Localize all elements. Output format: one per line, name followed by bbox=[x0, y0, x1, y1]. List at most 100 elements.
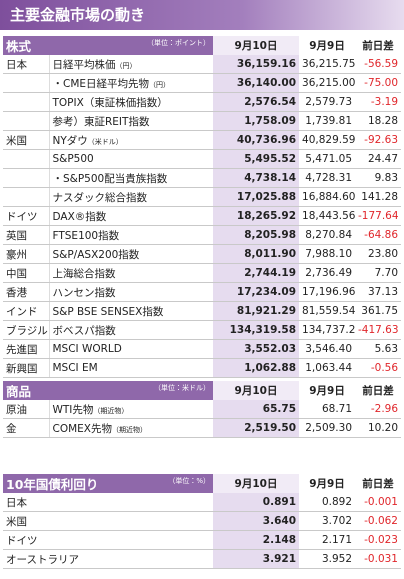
data-row: TOPIX（東証株価指数） 2,576.54 2,579.73 -3.19 bbox=[3, 92, 402, 112]
item-name: ボベスパ指数 bbox=[49, 320, 214, 340]
column-header: 9月9日 bbox=[299, 381, 356, 400]
value-cell: 16,884.60 bbox=[299, 187, 356, 207]
item-name-text: 参考）東証REIT指数 bbox=[52, 115, 150, 128]
item-name-text: MSCI WORLD bbox=[52, 343, 122, 355]
section-title: 商品 （単位：米ドル） bbox=[3, 381, 214, 400]
value-cell: 3,546.40 bbox=[299, 339, 356, 359]
value-cell: -92.63 bbox=[355, 130, 402, 150]
item-name: S&P BSE SENSEX指数 bbox=[49, 301, 214, 321]
data-row: 米国 NYダウ（米ドル） 40,736.96 40,829.59 -92.63 bbox=[3, 130, 402, 150]
column-header: 9月10日 bbox=[213, 36, 300, 55]
value-cell: 1,063.44 bbox=[299, 358, 356, 378]
value-cell: -177.64 bbox=[355, 206, 402, 226]
item-name-text: 上海総合指数 bbox=[52, 267, 116, 280]
item-name: S&P500 bbox=[49, 149, 214, 169]
item-name-text: FTSE100指数 bbox=[52, 229, 120, 242]
item-name: ハンセン指数 bbox=[49, 282, 214, 302]
section-header: 10年国債利回り （単位：%） 9月10日 9月9日 前日差 bbox=[3, 474, 401, 493]
data-row: 香港 ハンセン指数 17,234.09 17,196.96 37.13 bbox=[3, 282, 402, 302]
value-cell: 18,265.92 bbox=[213, 206, 300, 226]
value-cell: 36,159.16 bbox=[213, 55, 300, 74]
item-name: 日経平均株価（円） bbox=[49, 55, 214, 74]
value-cell: 2,576.54 bbox=[213, 92, 300, 112]
value-cell: 18,443.56 bbox=[299, 206, 356, 226]
value-cell: 36,140.00 bbox=[213, 73, 300, 93]
value-cell: 4,738.14 bbox=[213, 168, 300, 188]
item-name-text: S&P BSE SENSEX指数 bbox=[52, 305, 164, 318]
region bbox=[3, 111, 50, 131]
tables: 株式 （単位：ポイント） 9月10日 9月9日 前日差 日本 日経平均株価（円） 36,159… bbox=[0, 36, 404, 569]
value-cell: 9.83 bbox=[355, 168, 402, 188]
value-cell: 2,579.73 bbox=[299, 92, 356, 112]
region: 日本 bbox=[3, 493, 213, 512]
column-header: 前日差 bbox=[355, 474, 401, 493]
data-row: 日本 0.891 0.892 -0.001 bbox=[3, 493, 401, 512]
item-name-text: ハンセン指数 bbox=[52, 286, 116, 299]
region: 金 bbox=[3, 418, 50, 438]
section-unit: （単位：ポイント） bbox=[147, 39, 211, 47]
data-row: ・S&P500配当貴族指数 4,738.14 4,728.31 9.83 bbox=[3, 168, 402, 188]
item-name: FTSE100指数 bbox=[49, 225, 214, 245]
column-header: 9月9日 bbox=[299, 474, 355, 493]
item-name-text: DAX®指数 bbox=[52, 210, 107, 223]
value-cell: 361.75 bbox=[355, 301, 402, 321]
section-header: 商品 （単位：米ドル） 9月10日 9月9日 前日差 bbox=[3, 381, 402, 400]
region bbox=[3, 187, 50, 207]
value-cell: 3.921 bbox=[213, 549, 299, 569]
value-cell: 0.892 bbox=[299, 493, 355, 512]
item-name-text: ナスダック総合指数 bbox=[52, 191, 148, 204]
value-cell: -75.00 bbox=[355, 73, 402, 93]
item-name-text: S&P/ASX200指数 bbox=[52, 248, 140, 261]
value-cell: 65.75 bbox=[213, 400, 300, 419]
value-cell: 134,737.21 bbox=[299, 320, 356, 340]
value-cell: -0.001 bbox=[355, 493, 401, 512]
item-name-text: COMEX先物 bbox=[52, 422, 112, 435]
value-cell: 1,062.88 bbox=[213, 358, 300, 378]
region: オーストラリア bbox=[3, 549, 213, 569]
data-row: 日本 日経平均株価（円） 36,159.16 36,215.75 -56.59 bbox=[3, 55, 402, 74]
value-cell: 5,471.05 bbox=[299, 149, 356, 169]
item-name: WTI先物（期近物） bbox=[49, 400, 214, 419]
region: ブラジル bbox=[3, 320, 50, 340]
value-cell: 2.148 bbox=[213, 530, 299, 550]
region bbox=[3, 73, 50, 93]
data-row: ・CME日経平均先物（円） 36,140.00 36,215.00 -75.00 bbox=[3, 73, 402, 93]
region: 米国 bbox=[3, 130, 50, 150]
value-cell: 24.47 bbox=[355, 149, 402, 169]
item-note: （円） bbox=[149, 80, 171, 89]
value-cell: -64.86 bbox=[355, 225, 402, 245]
value-cell: 17,234.09 bbox=[213, 282, 300, 302]
item-name-text: NYダウ bbox=[52, 134, 88, 147]
section-table: 株式 （単位：ポイント） 9月10日 9月9日 前日差 日本 日経平均株価（円） 36,159… bbox=[3, 36, 402, 378]
item-name-text: S&P500 bbox=[52, 153, 94, 165]
value-cell: 18.28 bbox=[355, 111, 402, 131]
value-cell: 1,758.09 bbox=[213, 111, 300, 131]
value-cell: 134,319.58 bbox=[213, 320, 300, 340]
value-cell: 8,270.84 bbox=[299, 225, 356, 245]
data-row: 参考）東証REIT指数 1,758.09 1,739.81 18.28 bbox=[3, 111, 402, 131]
value-cell: -417.63 bbox=[355, 320, 402, 340]
section-title-text: 株式 bbox=[6, 39, 32, 54]
value-cell: 1,739.81 bbox=[299, 111, 356, 131]
region: 豪州 bbox=[3, 244, 50, 264]
data-row: ナスダック総合指数 17,025.88 16,884.60 141.28 bbox=[3, 187, 402, 207]
data-row: ドイツ DAX®指数 18,265.92 18,443.56 -177.64 bbox=[3, 206, 402, 226]
region: 先進国 bbox=[3, 339, 50, 359]
value-cell: 81,921.29 bbox=[213, 301, 300, 321]
section-table: 10年国債利回り （単位：%） 9月10日 9月9日 前日差 日本 0.891 0.892 -0… bbox=[3, 474, 401, 569]
item-name-text: MSCI EM bbox=[52, 362, 98, 374]
column-header: 前日差 bbox=[355, 381, 402, 400]
region bbox=[3, 149, 50, 169]
item-name-text: ・S&P500配当貴族指数 bbox=[52, 172, 168, 185]
value-cell: -0.56 bbox=[355, 358, 402, 378]
region: インド bbox=[3, 301, 50, 321]
data-row: 英国 FTSE100指数 8,205.98 8,270.84 -64.86 bbox=[3, 225, 402, 245]
value-cell: 68.71 bbox=[299, 400, 356, 419]
item-note: （米ドル） bbox=[87, 137, 123, 146]
data-row: 新興国 MSCI EM 1,062.88 1,063.44 -0.56 bbox=[3, 358, 402, 378]
value-cell: 10.20 bbox=[355, 418, 402, 438]
value-cell: 4,728.31 bbox=[299, 168, 356, 188]
region: 原油 bbox=[3, 400, 50, 419]
item-name: ナスダック総合指数 bbox=[49, 187, 214, 207]
